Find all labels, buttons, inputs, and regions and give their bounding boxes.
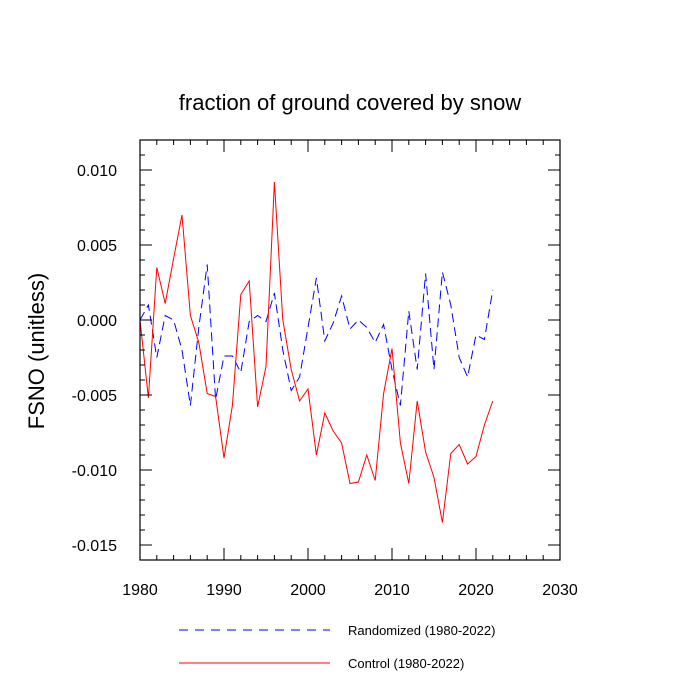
series-line-randomized bbox=[139, 264, 494, 406]
y-tick-label: -0.015 bbox=[72, 538, 117, 555]
legend-label: Control (1980-2022) bbox=[348, 656, 464, 671]
x-tick-label: 2030 bbox=[542, 582, 578, 599]
y-axis-label: FSNO (unitless) bbox=[24, 273, 49, 429]
x-tick-label: 2020 bbox=[458, 582, 494, 599]
x-tick-label: 1980 bbox=[122, 582, 158, 599]
x-tick-label: 2010 bbox=[374, 582, 410, 599]
series-layer bbox=[139, 181, 494, 523]
y-tick-label: -0.005 bbox=[72, 388, 117, 405]
x-tick-label: 2000 bbox=[290, 582, 326, 599]
y-tick-label: 0.005 bbox=[77, 238, 117, 255]
series-line-control bbox=[139, 181, 494, 523]
plot-frame bbox=[139, 139, 561, 561]
legend: Randomized (1980-2022) Control (1980-2022… bbox=[179, 623, 495, 671]
y-tick-label: 0.000 bbox=[77, 313, 117, 330]
ticks-layer: 1980 1990 2000 2010 2020 2030 0.010 0.005 0.000 -… bbox=[72, 139, 578, 599]
y-tick-label: -0.010 bbox=[72, 463, 117, 480]
chart-title: fraction of ground covered by snow bbox=[179, 90, 522, 115]
x-tick-label: 1990 bbox=[206, 582, 242, 599]
y-tick-label: 0.010 bbox=[77, 163, 117, 180]
legend-label: Randomized (1980-2022) bbox=[348, 623, 495, 638]
